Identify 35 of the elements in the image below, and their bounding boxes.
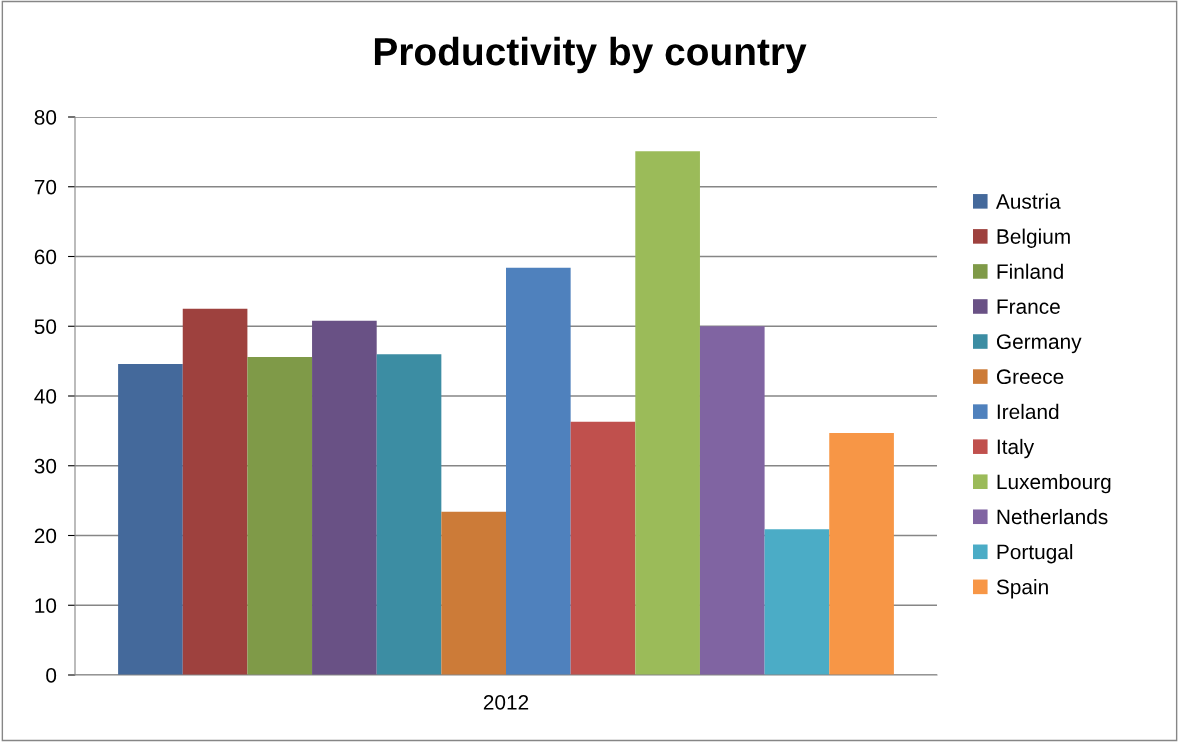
chart-title: Productivity by country [374,36,807,74]
legend-label: Belgium [997,228,1070,249]
bar [635,151,700,675]
y-tick-label: 70 [34,179,57,195]
y-tick-label: 80 [34,110,57,125]
y-tick-label: 0 [46,668,57,683]
x-tick-label: 2012 [483,694,529,710]
y-tick-label: 50 [34,319,57,334]
y-tick-label: 20 [34,528,57,544]
legend-label: Ireland [997,403,1059,420]
bar [441,511,506,675]
bar [376,354,442,675]
legend-label: Austria [995,193,1061,209]
bar [829,432,894,675]
bar [699,326,765,675]
legend-label: Greece [996,369,1064,385]
legend-label: Spain [996,579,1048,599]
bar [570,421,636,675]
bar [182,308,248,675]
legend-label: Luxembourg [997,473,1111,494]
bar [764,529,830,675]
y-tick-label: 10 [35,598,57,613]
bar [118,363,183,675]
bar [247,356,313,675]
bar [506,267,571,675]
legend-label: Finland [997,263,1063,279]
legend-label: Netherlands [997,508,1108,525]
y-tick-label: 40 [34,389,57,404]
legend-label: France [997,299,1060,314]
y-tick-label: 30 [34,458,57,474]
legend-label: Germany [996,334,1082,354]
legend-label: Portugal [997,543,1073,564]
y-tick-label: 60 [34,249,57,265]
legend-label: Italy [997,438,1035,459]
bar [312,320,377,675]
